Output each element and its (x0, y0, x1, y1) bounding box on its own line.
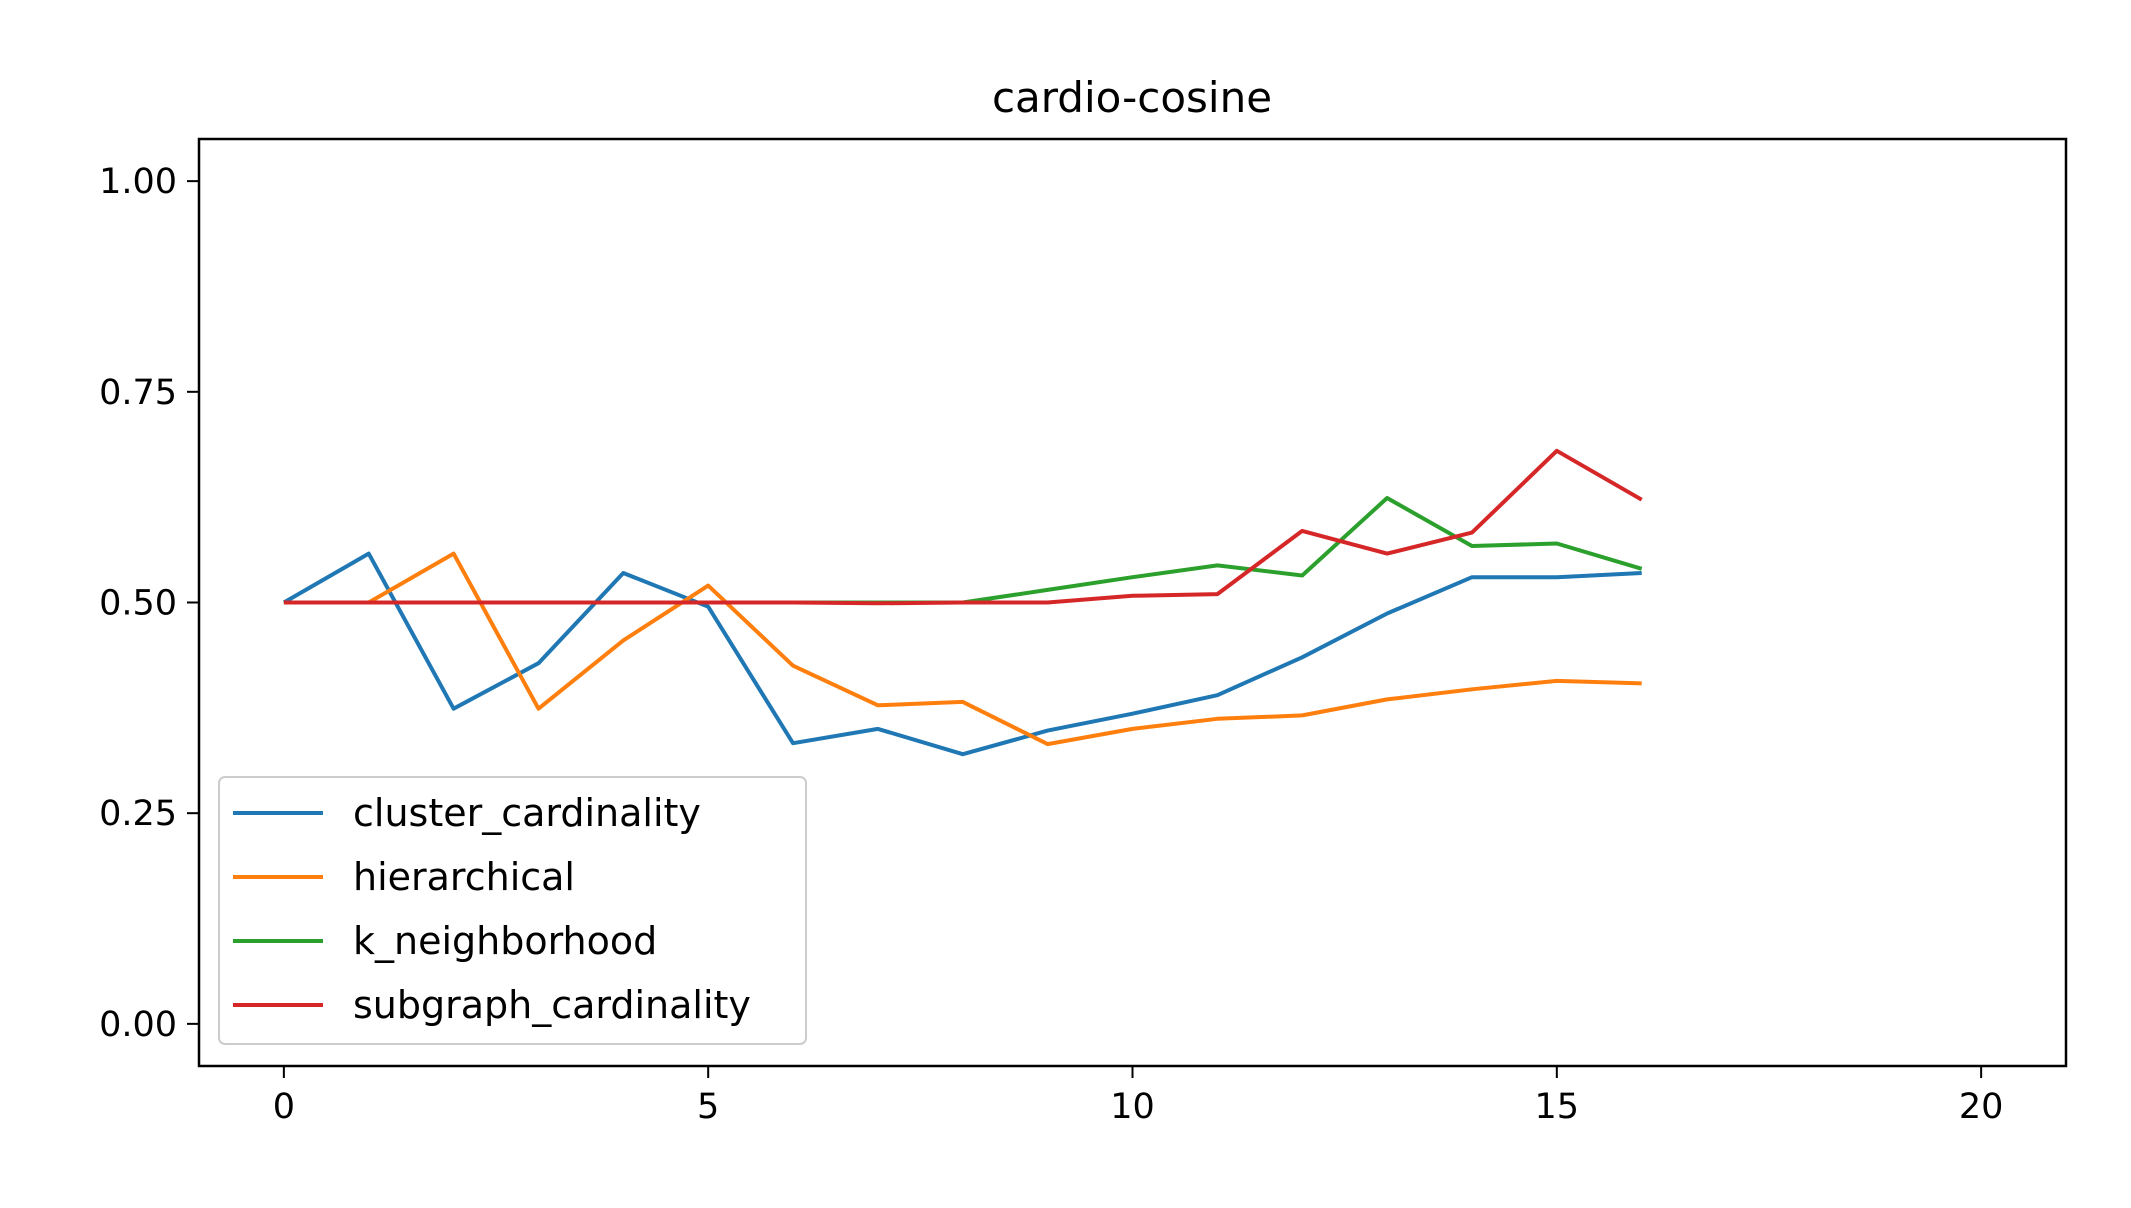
legend-label: subgraph_cardinality (353, 983, 751, 1027)
y-tick-label: 1.00 (99, 162, 177, 202)
series-line-k-neighborhood (283, 496, 1643, 605)
legend-box (218, 776, 807, 1045)
series-lines (282, 448, 1643, 757)
plot-frame (197, 137, 2068, 1068)
y-tick-label: 0.75 (99, 373, 177, 413)
series-line-hierarchical (283, 551, 1642, 747)
x-tick-label: 0 (273, 1087, 295, 1127)
x-tick-label: 15 (1535, 1087, 1580, 1127)
y-tick-label: 0.50 (99, 584, 177, 624)
axes: 0 5 10 15 20 0.00 0.25 0.50 0.75 1.00 (99, 162, 2003, 1127)
legend: cluster_cardinality hierarchical k_neighbo… (218, 776, 807, 1045)
y-tick-label: 0.25 (99, 794, 177, 834)
series-line-cluster-cardinality (282, 551, 1642, 757)
legend-label: k_neighborhood (353, 919, 657, 963)
x-tick-label: 20 (1959, 1087, 2004, 1127)
y-tick-label: 0.00 (99, 1005, 177, 1045)
legend-label: cluster_cardinality (353, 791, 701, 835)
series-line-subgraph-cardinality (283, 448, 1643, 606)
legend-label: hierarchical (353, 855, 575, 899)
x-tick-label: 10 (1110, 1087, 1155, 1127)
x-tick-label: 5 (697, 1087, 719, 1127)
chart-title: cardio-cosine (992, 73, 1272, 122)
